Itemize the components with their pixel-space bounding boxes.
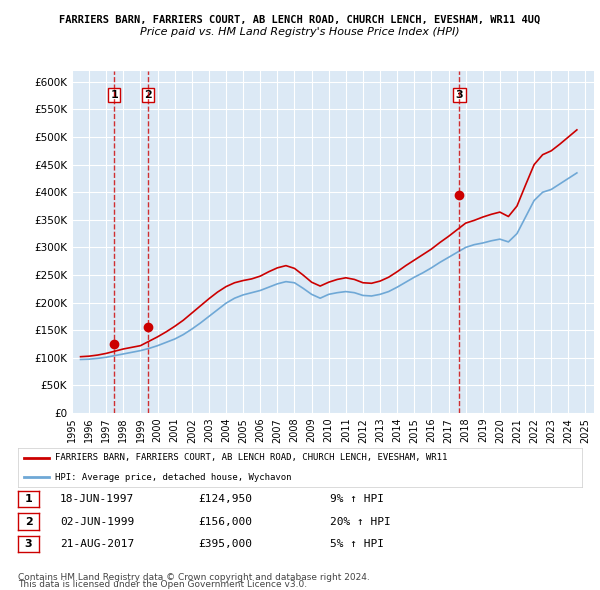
Text: 9% ↑ HPI: 9% ↑ HPI [330,494,384,504]
Text: 1: 1 [110,90,118,100]
Text: £395,000: £395,000 [198,539,252,549]
Text: This data is licensed under the Open Government Licence v3.0.: This data is licensed under the Open Gov… [18,580,307,589]
Text: HPI: Average price, detached house, Wychavon: HPI: Average price, detached house, Wych… [55,473,291,481]
Text: 5% ↑ HPI: 5% ↑ HPI [330,539,384,549]
Text: 3: 3 [455,90,463,100]
Text: 2: 2 [144,90,152,100]
Text: Contains HM Land Registry data © Crown copyright and database right 2024.: Contains HM Land Registry data © Crown c… [18,573,370,582]
Text: 21-AUG-2017: 21-AUG-2017 [60,539,134,549]
Text: 2: 2 [25,517,32,526]
Text: Price paid vs. HM Land Registry's House Price Index (HPI): Price paid vs. HM Land Registry's House … [140,27,460,37]
Text: 02-JUN-1999: 02-JUN-1999 [60,517,134,526]
Text: £124,950: £124,950 [198,494,252,504]
Text: £156,000: £156,000 [198,517,252,526]
Text: 3: 3 [25,539,32,549]
Text: 18-JUN-1997: 18-JUN-1997 [60,494,134,504]
Text: 20% ↑ HPI: 20% ↑ HPI [330,517,391,526]
Text: FARRIERS BARN, FARRIERS COURT, AB LENCH ROAD, CHURCH LENCH, EVESHAM, WR11: FARRIERS BARN, FARRIERS COURT, AB LENCH … [55,454,447,463]
Text: FARRIERS BARN, FARRIERS COURT, AB LENCH ROAD, CHURCH LENCH, EVESHAM, WR11 4UQ: FARRIERS BARN, FARRIERS COURT, AB LENCH … [59,15,541,25]
Text: 1: 1 [25,494,32,504]
